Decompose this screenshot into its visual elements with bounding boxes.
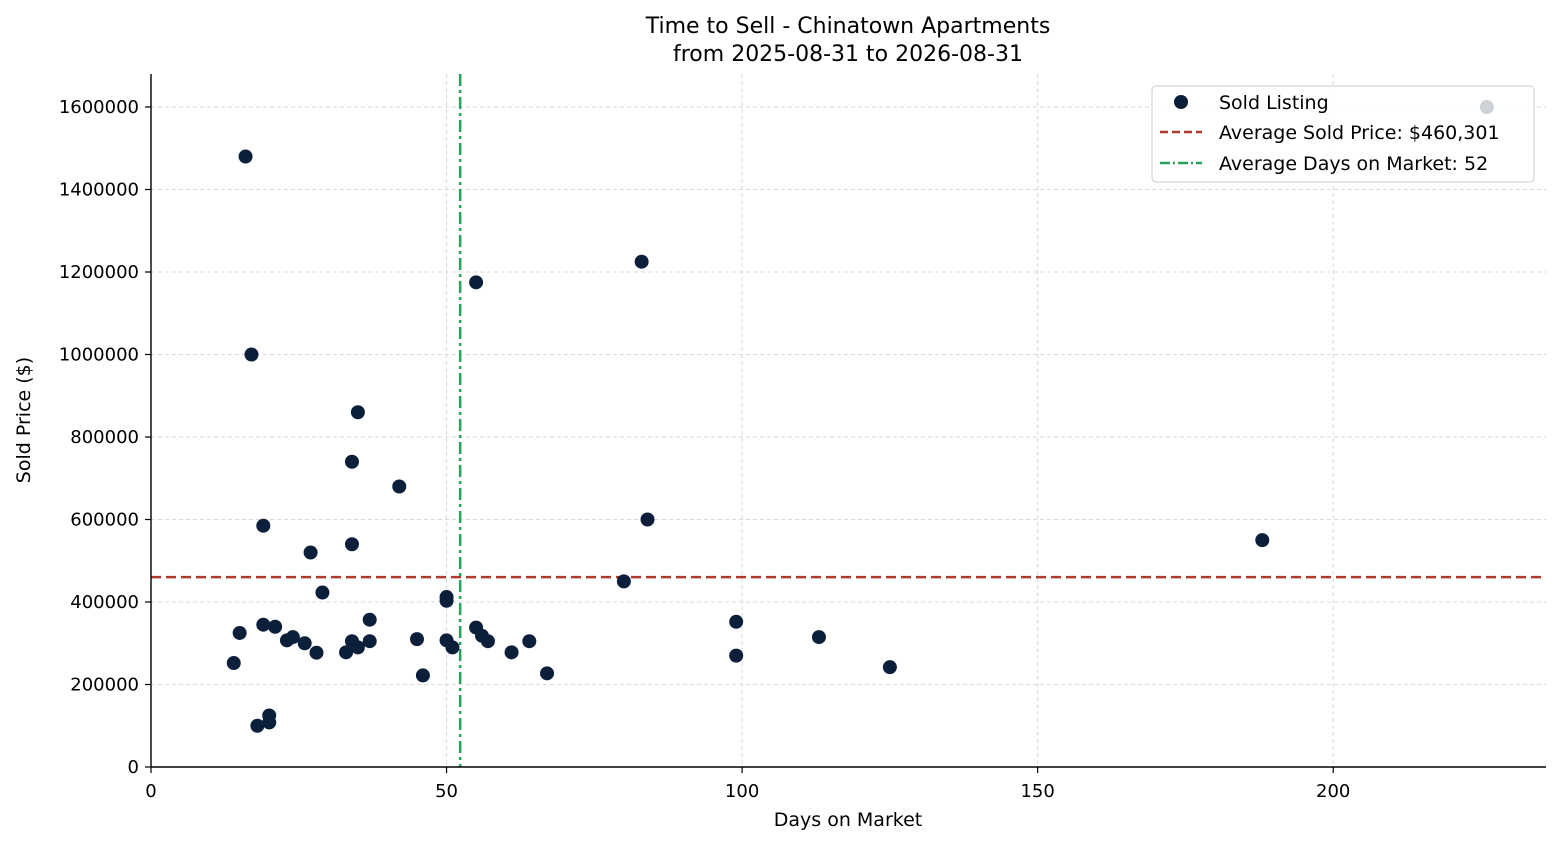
data-point [445,640,460,655]
data-point [882,660,897,675]
data-point [297,636,312,651]
legend-marker-sold-listing [1174,95,1188,109]
data-point [315,585,330,600]
y-tick-label: 1200000 [59,262,139,283]
y-tick-label: 1600000 [59,97,139,118]
data-point [522,634,537,649]
data-point [309,645,324,660]
x-tick-label: 0 [145,781,156,802]
data-point [256,617,271,632]
data-point [350,640,365,655]
y-tick-label: 400000 [70,592,139,613]
data-point [616,574,631,589]
y-tick-label: 800000 [70,427,139,448]
y-axis-label: Sold Price ($) [13,357,35,483]
data-point [339,645,354,660]
data-point [634,254,649,269]
legend-label-1: Average Days on Market: 52 [1219,153,1488,175]
data-point [232,625,247,640]
data-point [303,545,318,560]
data-point [439,593,454,608]
data-point [729,614,744,629]
x-tick-label: 100 [725,781,759,802]
data-points [226,100,1494,733]
x-tick-label: 150 [1020,781,1054,802]
data-point [540,666,555,681]
tick-labels: 0 50 100 150 200 0 200000 400000 600000 800000 100… [59,97,1351,802]
data-point [362,612,377,627]
data-point [256,518,271,533]
data-point [285,630,300,645]
data-point [362,634,377,649]
data-point [1255,533,1270,548]
data-point [409,632,424,647]
data-point [504,645,519,660]
data-point [392,479,407,494]
chart-title: Time to Sell - Chinatown Apartments [645,14,1051,39]
data-point [344,537,359,552]
legend-label-sold-listing: Sold Listing [1219,92,1329,114]
legend-box [1151,85,1535,183]
y-tick-label: 0 [128,757,139,778]
data-point [226,656,241,671]
data-point [268,619,283,634]
data-point [262,708,277,723]
reference-lines [151,74,1546,767]
data-point [640,512,655,527]
data-point [415,668,430,683]
data-point [729,648,744,663]
y-tick-label: 200000 [70,675,139,696]
y-tick-label: 1000000 [59,345,139,366]
data-point [244,347,259,362]
axes [145,74,1546,773]
y-tick-label: 600000 [70,510,139,531]
x-tick-label: 50 [435,781,458,802]
data-point [480,634,495,649]
legend-label-0: Average Sold Price: $460,301 [1219,122,1500,144]
legend: Sold Listing Average Sold Price: $460,301… [1151,85,1535,183]
x-tick-label: 200 [1316,781,1350,802]
x-axis-label: Days on Market [774,809,922,831]
data-point [469,275,484,290]
data-point [238,149,253,164]
data-point [250,718,265,733]
chart-subtitle: from 2025-08-31 to 2026-08-31 [673,42,1023,67]
data-point [350,405,365,420]
y-tick-label: 1400000 [59,180,139,201]
data-point [811,630,826,645]
data-point [344,454,359,469]
